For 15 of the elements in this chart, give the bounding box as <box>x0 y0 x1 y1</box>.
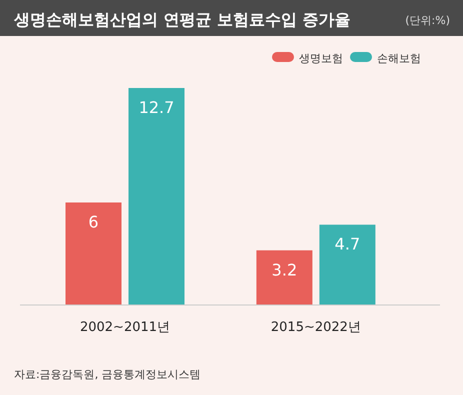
legend-label: 생명보험 <box>299 52 343 65</box>
bar <box>66 202 122 305</box>
text: 자료:금융감독원, 금융통계정보시스템 <box>14 368 201 381</box>
x-tick-label: 2015~2022년 <box>270 320 361 335</box>
data-label: 12.7 <box>138 98 174 117</box>
data-label: 6 <box>88 212 99 232</box>
x-tick-label: 2002~2011년 <box>80 320 170 335</box>
bar <box>128 88 184 305</box>
data-label: 4.7 <box>334 234 360 254</box>
data-label: 3.2 <box>272 260 298 280</box>
bar <box>256 250 312 305</box>
chart-title: 생명손해보험산업의 연평균 보험료수입 증가율 <box>13 10 351 29</box>
bar <box>319 224 376 305</box>
chart-subtitle: (단위:%) <box>405 14 450 27</box>
legend-label: 손해보험 <box>377 52 421 65</box>
